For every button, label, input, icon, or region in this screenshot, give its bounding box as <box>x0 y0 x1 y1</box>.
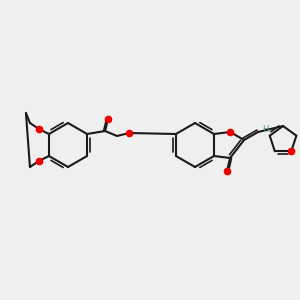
Text: H: H <box>262 124 268 134</box>
